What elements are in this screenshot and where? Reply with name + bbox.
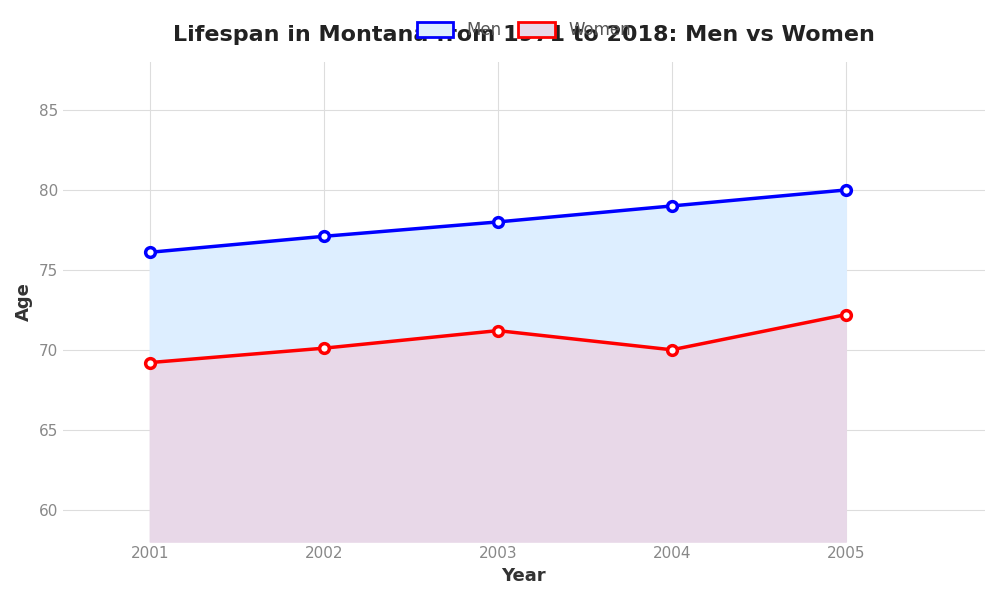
Line: Men: Men xyxy=(145,185,851,257)
Men xyxy=(144,248,156,256)
Women xyxy=(144,359,156,366)
Y-axis label: Age: Age xyxy=(15,283,33,321)
X-axis label: Year: Year xyxy=(502,567,546,585)
Women xyxy=(318,344,330,352)
Men xyxy=(840,187,852,194)
Women xyxy=(840,311,852,318)
Legend: Men, Women: Men, Women xyxy=(408,13,639,47)
Line: Women: Women xyxy=(145,310,851,367)
Women xyxy=(666,346,678,353)
Title: Lifespan in Montana from 1971 to 2018: Men vs Women: Lifespan in Montana from 1971 to 2018: M… xyxy=(173,25,875,45)
Men xyxy=(318,233,330,240)
Men xyxy=(666,202,678,209)
Women xyxy=(492,327,504,334)
Men xyxy=(492,218,504,226)
